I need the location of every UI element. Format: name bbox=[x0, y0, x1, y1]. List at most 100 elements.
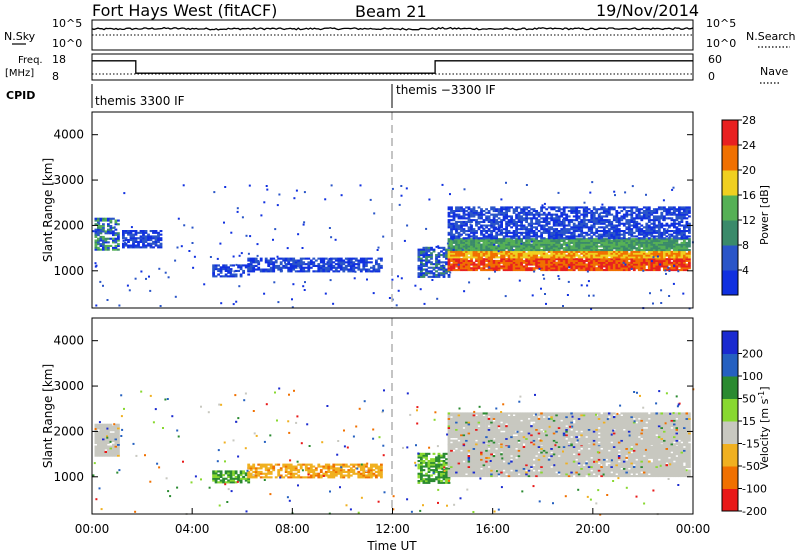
power-cell bbox=[217, 273, 220, 276]
velocity-cell bbox=[472, 445, 476, 448]
power-cell bbox=[425, 261, 428, 264]
velocity-cell bbox=[455, 445, 458, 448]
power-cell bbox=[527, 247, 531, 250]
power-cell bbox=[540, 261, 543, 264]
power-cell bbox=[552, 259, 556, 262]
velocity-cell bbox=[117, 454, 120, 457]
velocity-cell bbox=[104, 431, 108, 434]
power-cell bbox=[505, 263, 508, 266]
power-cell bbox=[683, 263, 686, 266]
power-cell bbox=[642, 245, 646, 248]
power-cell bbox=[675, 265, 679, 268]
power-cell bbox=[570, 265, 574, 268]
power-cell bbox=[452, 247, 456, 250]
power-cell bbox=[537, 256, 541, 259]
power-cell bbox=[339, 261, 343, 264]
power-cell bbox=[552, 258, 556, 261]
power-cell bbox=[678, 259, 681, 262]
power-cell bbox=[472, 265, 476, 268]
power-cell bbox=[447, 245, 451, 248]
power-cell bbox=[585, 252, 589, 255]
power-cell bbox=[497, 213, 501, 216]
velocity-cell bbox=[457, 447, 461, 450]
freq-right-tick-top: 60 bbox=[708, 53, 722, 66]
power-cell bbox=[450, 265, 453, 268]
power-cell bbox=[652, 211, 656, 214]
velocity-cell bbox=[470, 464, 473, 467]
velocity-cell bbox=[457, 467, 461, 470]
velocity-cell bbox=[102, 427, 105, 430]
power-cell bbox=[507, 263, 511, 266]
power-cell bbox=[472, 245, 476, 248]
power-cell bbox=[457, 206, 461, 209]
power-cell bbox=[627, 210, 631, 213]
power-cell bbox=[592, 258, 596, 261]
power-cell bbox=[127, 246, 130, 249]
power-cell bbox=[522, 213, 526, 216]
velocity-cell bbox=[109, 425, 113, 428]
power-cell bbox=[467, 243, 471, 246]
velocity-cell bbox=[437, 463, 441, 466]
power-cell bbox=[587, 250, 591, 253]
power-cell bbox=[640, 237, 644, 240]
power-cell bbox=[582, 231, 586, 234]
power-cell bbox=[455, 215, 458, 218]
power-cell bbox=[102, 219, 105, 222]
power-cell bbox=[625, 206, 629, 209]
power-cell bbox=[457, 252, 461, 255]
power-cell bbox=[467, 237, 471, 240]
velocity-cell bbox=[422, 480, 426, 483]
power-cell bbox=[467, 226, 471, 229]
power-cell bbox=[522, 247, 526, 250]
power-cell bbox=[515, 249, 518, 252]
power-cell bbox=[627, 226, 631, 229]
power-cell bbox=[507, 208, 511, 211]
velocity-cell bbox=[455, 462, 458, 465]
power-cell bbox=[487, 256, 491, 259]
power-cell bbox=[502, 243, 506, 246]
power-cell bbox=[522, 243, 526, 246]
power-cell bbox=[517, 219, 521, 222]
power-cell bbox=[577, 256, 581, 259]
power-cell bbox=[562, 233, 566, 236]
power-cell bbox=[660, 213, 664, 216]
power-cell bbox=[427, 250, 431, 253]
power-cell bbox=[670, 213, 674, 216]
power-cell bbox=[117, 219, 120, 222]
velocity-cell bbox=[309, 467, 313, 470]
power-cell bbox=[535, 237, 538, 240]
power-cell bbox=[502, 258, 506, 261]
power-cell bbox=[567, 224, 571, 227]
velocity-cell bbox=[475, 460, 478, 463]
power-cell bbox=[475, 250, 478, 253]
power-cell bbox=[590, 267, 594, 270]
power-cell bbox=[497, 259, 501, 262]
velocity-cell bbox=[457, 449, 461, 452]
power-cell bbox=[545, 269, 549, 272]
power-cell bbox=[678, 220, 681, 223]
power-scatter-cell bbox=[286, 247, 289, 250]
power-cell bbox=[527, 239, 531, 242]
power-cell bbox=[144, 237, 148, 240]
velocity-cell bbox=[432, 463, 436, 466]
power-cell bbox=[655, 211, 659, 214]
velocity-cell bbox=[487, 455, 491, 458]
power-cell bbox=[129, 244, 133, 247]
power-cell bbox=[685, 263, 689, 266]
power-cell bbox=[450, 245, 453, 248]
power-cell bbox=[154, 240, 158, 243]
velocity-cell bbox=[470, 456, 473, 459]
power-cell bbox=[269, 270, 273, 273]
power-cell bbox=[502, 237, 506, 240]
power-cell bbox=[532, 247, 536, 250]
velocity-cell bbox=[254, 469, 258, 472]
power-cell bbox=[565, 230, 569, 233]
power-scatter-cell bbox=[425, 246, 428, 249]
power-cell bbox=[425, 254, 428, 257]
power-cell bbox=[647, 241, 651, 244]
power-cell bbox=[630, 217, 634, 220]
power-cell bbox=[94, 248, 98, 251]
power-cell bbox=[637, 237, 641, 240]
power-cell bbox=[635, 213, 639, 216]
power-scatter-cell bbox=[488, 277, 491, 280]
